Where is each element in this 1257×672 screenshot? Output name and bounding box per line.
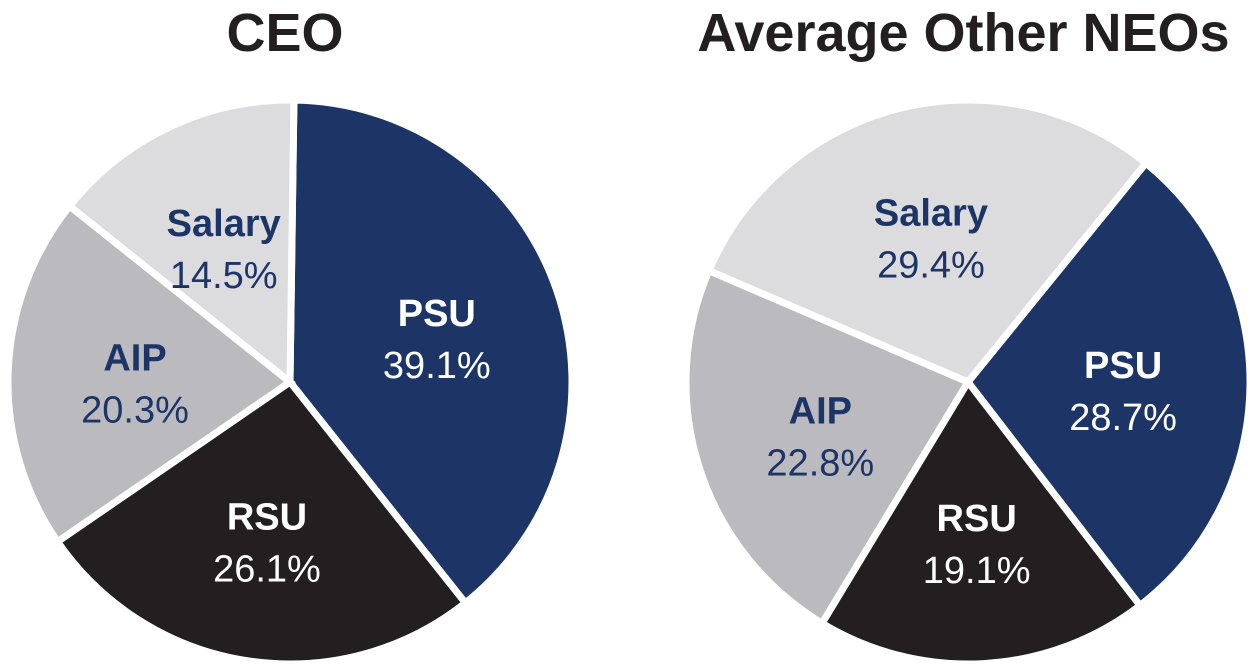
ceo-slice-aip-label: AIP [103,337,166,379]
neo-slice-salary [704,96,1151,387]
neo-slice-psu [963,158,1254,611]
neo-slice-aip-label: AIP [789,390,852,432]
ceo-slice-rsu-value: 26.1% [213,548,321,590]
ceo-slice-salary-label: Salary [167,203,281,245]
ceo-slice-rsu-label: RSU [227,496,307,538]
ceo-slice-aip [4,201,296,547]
neo-slice-psu-label: PSU [1084,345,1162,387]
ceo-slice-rsu [52,377,471,668]
ceo-slice-psu [286,96,576,608]
neo-slice-salary-label: Salary [874,192,988,234]
neo-slice-salary-value: 29.4% [877,244,985,286]
ceo-slice-aip-value: 20.3% [81,389,189,431]
neo-slice-psu-value: 28.7% [1069,397,1177,439]
ceo-slice-psu-value: 39.1% [383,345,491,387]
neo-slice-rsu-value: 19.1% [923,550,1031,592]
neo-slice-aip [682,266,974,629]
neo-slice-rsu [817,375,1145,668]
ceo-chart-title: CEO [226,3,344,63]
neo-slice-aip-value: 22.8% [766,442,874,484]
ceo-slice-psu-label: PSU [398,293,476,335]
ceo-slice-salary-value: 14.5% [170,255,278,297]
neo-chart-title: Average Other NEOs [697,3,1230,63]
neo-slice-rsu-label: RSU [937,498,1017,540]
ceo-slice-salary [64,96,298,390]
